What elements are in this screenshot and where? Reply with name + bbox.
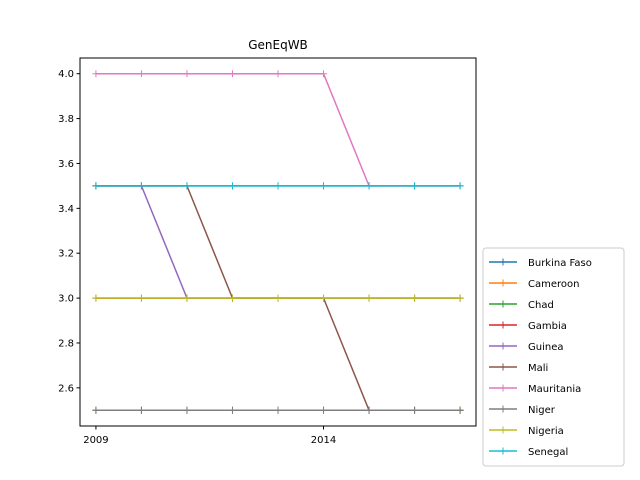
y-tick-label: 3.6 [58, 159, 74, 170]
data-point-marker [274, 182, 282, 190]
legend-marker-icon [499, 342, 507, 350]
data-point-marker [320, 70, 328, 78]
legend-item-guinea: Guinea [489, 342, 563, 353]
legend-label: Mauritania [528, 384, 581, 395]
data-point-marker [137, 70, 145, 78]
legend-item-senegal: Senegal [489, 447, 568, 458]
data-point-marker [320, 294, 328, 302]
legend-marker-icon [499, 321, 507, 329]
x-tick-label: 2014 [311, 435, 336, 446]
legend-item-burkina-faso: Burkina Faso [489, 258, 592, 269]
data-point-marker [274, 406, 282, 414]
data-point-marker [228, 182, 236, 190]
data-point-marker [228, 294, 236, 302]
chart-title: GenEqWB [248, 38, 308, 52]
series-layer [92, 70, 464, 414]
y-tick-label: 3.8 [58, 114, 74, 125]
data-point-marker [411, 294, 419, 302]
legend-marker-icon [499, 279, 507, 287]
legend-label: Guinea [528, 342, 563, 353]
legend-marker-icon [499, 447, 507, 455]
legend: Burkina Faso Cameroon Chad Gambia Guinea Mali… [482, 247, 625, 467]
data-point-marker [137, 406, 145, 414]
data-point-marker [92, 294, 100, 302]
legend-item-chad: Chad [489, 300, 554, 311]
data-point-marker [274, 70, 282, 78]
legend-item-mauritania: Mauritania [489, 384, 581, 395]
data-point-marker [456, 294, 464, 302]
y-tick-label: 3.2 [58, 249, 74, 260]
data-point-marker [92, 70, 100, 78]
legend-marker-icon [499, 258, 507, 266]
legend-marker-icon [499, 300, 507, 308]
y-tick-label: 4.0 [58, 69, 74, 80]
axes-layer: 2.6 2.8 3.0 3.2 3.4 3.6 3.8 4.0 2009 2014 [58, 69, 336, 446]
legend-marker-icon [499, 426, 507, 434]
data-point-marker [137, 182, 145, 190]
legend-label: Nigeria [528, 426, 564, 437]
legend-label: Chad [528, 300, 554, 311]
data-point-marker [183, 406, 191, 414]
legend-label: Cameroon [528, 279, 579, 290]
data-point-marker [183, 294, 191, 302]
data-point-marker [411, 406, 419, 414]
data-point-marker [365, 294, 373, 302]
legend-marker-icon [499, 384, 507, 392]
legend-label: Niger [528, 405, 556, 416]
legend-item-mali: Mali [489, 363, 548, 374]
data-point-marker [274, 294, 282, 302]
legend-item-nigeria: Nigeria [489, 426, 564, 437]
series-nigeria [92, 294, 464, 302]
data-point-marker [320, 182, 328, 190]
data-point-marker [456, 406, 464, 414]
data-point-marker [365, 406, 373, 414]
legend-item-niger: Niger [489, 405, 556, 416]
legend-box [482, 247, 625, 467]
data-point-marker [411, 182, 419, 190]
data-point-marker [228, 70, 236, 78]
legend-item-cameroon: Cameroon [489, 279, 579, 290]
y-tick-label: 2.8 [58, 338, 74, 349]
series-niger [92, 406, 464, 414]
data-point-marker [92, 406, 100, 414]
x-tick-label: 2009 [83, 435, 108, 446]
data-point-marker [228, 406, 236, 414]
legend-label: Mali [528, 363, 548, 374]
data-point-marker [320, 406, 328, 414]
data-point-marker [137, 294, 145, 302]
legend-label: Senegal [528, 447, 568, 458]
data-point-marker [183, 182, 191, 190]
y-tick-label: 3.0 [58, 294, 74, 305]
data-point-marker [365, 182, 373, 190]
y-tick-label: 2.6 [58, 383, 74, 394]
y-tick-label: 3.4 [58, 204, 74, 215]
data-point-marker [456, 182, 464, 190]
data-point-marker [92, 182, 100, 190]
legend-label: Burkina Faso [528, 258, 592, 269]
legend-marker-icon [499, 405, 507, 413]
data-point-marker [183, 70, 191, 78]
legend-label: Gambia [528, 321, 567, 332]
legend-item-gambia: Gambia [489, 321, 567, 332]
plot-frame [79, 57, 477, 427]
series-senegal [92, 182, 464, 190]
legend-marker-icon [499, 363, 507, 371]
